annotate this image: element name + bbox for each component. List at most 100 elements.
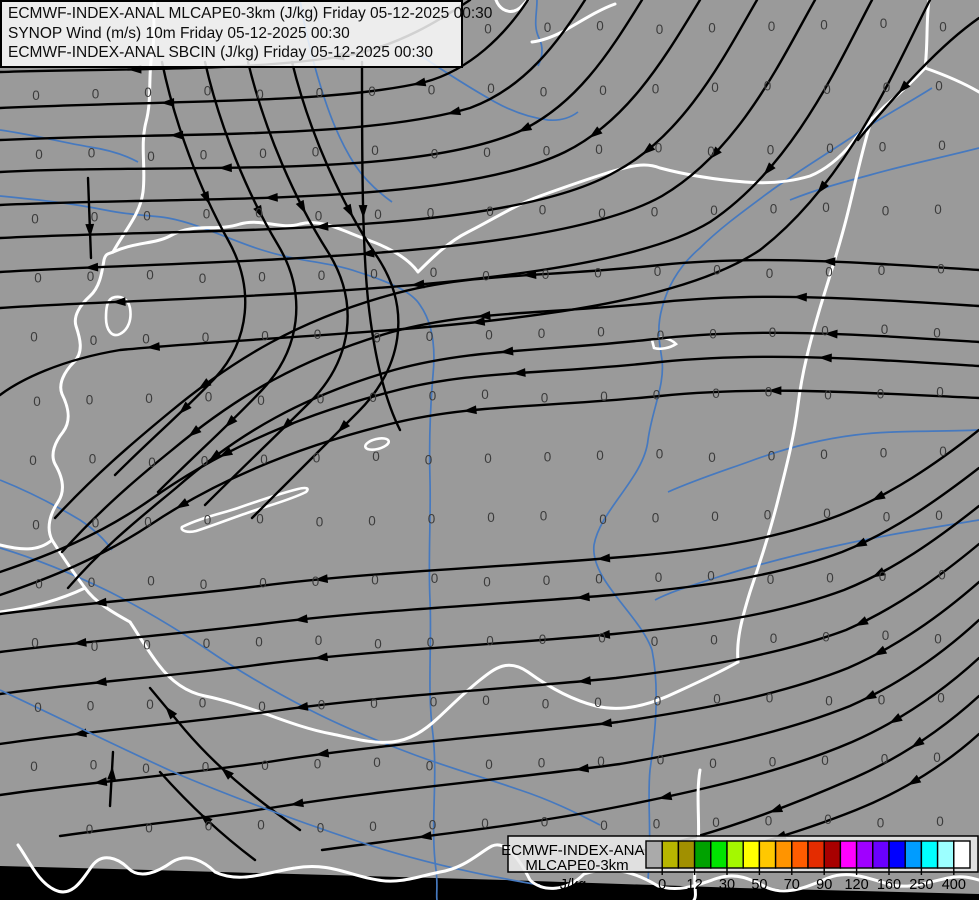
streamline-arrowhead xyxy=(289,798,304,808)
border-hungary-east xyxy=(736,116,874,664)
grid-value-label: 0 xyxy=(482,693,490,708)
grid-value-label: 0 xyxy=(429,818,437,833)
streamline-arrowhead xyxy=(224,415,238,428)
grid-value-label: 0 xyxy=(820,18,828,33)
legend-tick-label: 90 xyxy=(816,877,832,893)
grid-value-label: 0 xyxy=(823,82,831,97)
grid-value-label: 0 xyxy=(205,389,213,404)
grid-value-labels: 0 0 0 0 0 0 0 0 0 0 0 0 0 0 0 0 0 0 0 0 0 0 0 0 0 0 0 0 0 0 0 0 0 0 0 0 0 0 0 0… xyxy=(29,16,947,837)
legend-swatch xyxy=(920,840,939,869)
streamline-arrowhead xyxy=(910,736,925,748)
grid-value-label: 0 xyxy=(541,815,549,830)
grid-value-label: 0 xyxy=(882,204,890,219)
grid-value-label: 0 xyxy=(91,210,99,225)
grid-value-label: 0 xyxy=(540,509,548,524)
grid-value-label: 0 xyxy=(767,572,775,587)
grid-value-label: 0 xyxy=(483,145,491,160)
grid-value-label: 0 xyxy=(539,632,547,647)
grid-value-label: 0 xyxy=(826,141,834,156)
streamline-arrowhead xyxy=(888,713,903,724)
streamline-arrowhead xyxy=(360,248,375,258)
grid-value-label: 0 xyxy=(487,510,495,525)
streamline-arrowhead xyxy=(793,292,807,302)
legend-swatch xyxy=(710,840,728,869)
border-sk-ua xyxy=(923,0,931,70)
grid-value-label: 0 xyxy=(939,444,947,459)
grid-value-label: 0 xyxy=(934,202,942,217)
grid-value-label: 0 xyxy=(431,146,439,161)
grid-value-label: 0 xyxy=(200,148,208,163)
grid-value-label: 0 xyxy=(317,821,325,836)
grid-value-label: 0 xyxy=(314,757,322,772)
streamline-arrowhead xyxy=(862,690,877,701)
grid-value-label: 0 xyxy=(600,389,608,404)
grid-value-label: 0 xyxy=(821,753,829,768)
legend-swatch xyxy=(661,840,680,869)
grid-value-label: 0 xyxy=(431,571,439,586)
grid-value-label: 0 xyxy=(34,270,42,285)
streamline-arrowhead xyxy=(178,401,192,415)
streamline-arrowhead xyxy=(576,592,590,602)
grid-value-label: 0 xyxy=(313,451,321,466)
grid-value-label: 0 xyxy=(86,392,94,407)
grid-value-label: 0 xyxy=(939,20,947,35)
grid-value-label: 0 xyxy=(32,88,40,103)
streamline-arrowhead xyxy=(358,204,368,219)
grid-value-label: 0 xyxy=(259,575,267,590)
grid-value-label: 0 xyxy=(657,328,665,343)
legend-tick-label: 70 xyxy=(784,877,800,893)
grid-value-label: 0 xyxy=(882,628,890,643)
streamline-arrowhead xyxy=(872,567,887,578)
grid-value-label: 0 xyxy=(544,449,552,464)
legend-colorbar xyxy=(645,840,971,869)
grid-value-label: 0 xyxy=(33,394,41,409)
border-ua-ro xyxy=(923,66,979,94)
grid-value-label: 0 xyxy=(653,387,661,402)
grid-value-label: 0 xyxy=(429,388,437,403)
grid-value-label: 0 xyxy=(879,569,887,584)
grid-value-label: 0 xyxy=(656,22,664,37)
grid-value-label: 0 xyxy=(538,326,546,341)
grid-value-label: 0 xyxy=(428,82,436,97)
legend-tick-label: 400 xyxy=(942,877,966,893)
grid-value-label: 0 xyxy=(374,637,382,652)
streamline-arrowhead xyxy=(522,270,537,279)
streamline-arrowhead xyxy=(767,386,782,396)
streamline-arrowhead xyxy=(818,353,832,363)
grid-value-label: 0 xyxy=(90,333,98,348)
grid-value-label: 0 xyxy=(425,453,433,468)
legend-tick-label: 12 xyxy=(687,877,703,893)
grid-value-label: 0 xyxy=(657,752,665,767)
borders-layer xyxy=(0,0,979,744)
grid-value-label: 0 xyxy=(200,577,208,592)
streamline-arrowhead xyxy=(84,262,99,272)
title-line-mlcape: ECMWF-INDEX-ANAL MLCAPE0-3km (J/kg) Frid… xyxy=(8,5,493,22)
grid-value-label: 0 xyxy=(542,267,550,282)
outside-domain-wedge xyxy=(0,866,979,900)
grid-value-label: 0 xyxy=(541,390,549,405)
legend-swatch xyxy=(839,840,858,869)
grid-value-label: 0 xyxy=(881,322,889,337)
border-si-at xyxy=(0,538,54,551)
grid-value-label: 0 xyxy=(34,700,42,715)
border-si-hr xyxy=(0,586,87,614)
streamline-arrowhead xyxy=(854,616,869,627)
grid-value-label: 0 xyxy=(709,327,717,342)
grid-value-label: 0 xyxy=(768,448,776,463)
grid-value-label: 0 xyxy=(766,690,774,705)
streamline-arrowhead xyxy=(511,368,526,377)
grid-value-label: 0 xyxy=(318,697,326,712)
streamline-arrowhead xyxy=(146,342,160,351)
streamline-arrowhead xyxy=(821,257,836,267)
grid-value-label: 0 xyxy=(258,269,266,284)
grid-value-label: 0 xyxy=(369,390,377,405)
legend-swatch xyxy=(693,840,712,869)
grid-value-label: 0 xyxy=(821,324,829,339)
legend-swatch xyxy=(774,840,793,869)
grid-value-label: 0 xyxy=(877,386,885,401)
grid-value-label: 0 xyxy=(199,271,207,286)
grid-value-label: 0 xyxy=(938,138,946,153)
legend-swatch xyxy=(726,840,744,869)
grid-value-label: 0 xyxy=(822,200,830,215)
border-hungary-north xyxy=(111,66,927,274)
